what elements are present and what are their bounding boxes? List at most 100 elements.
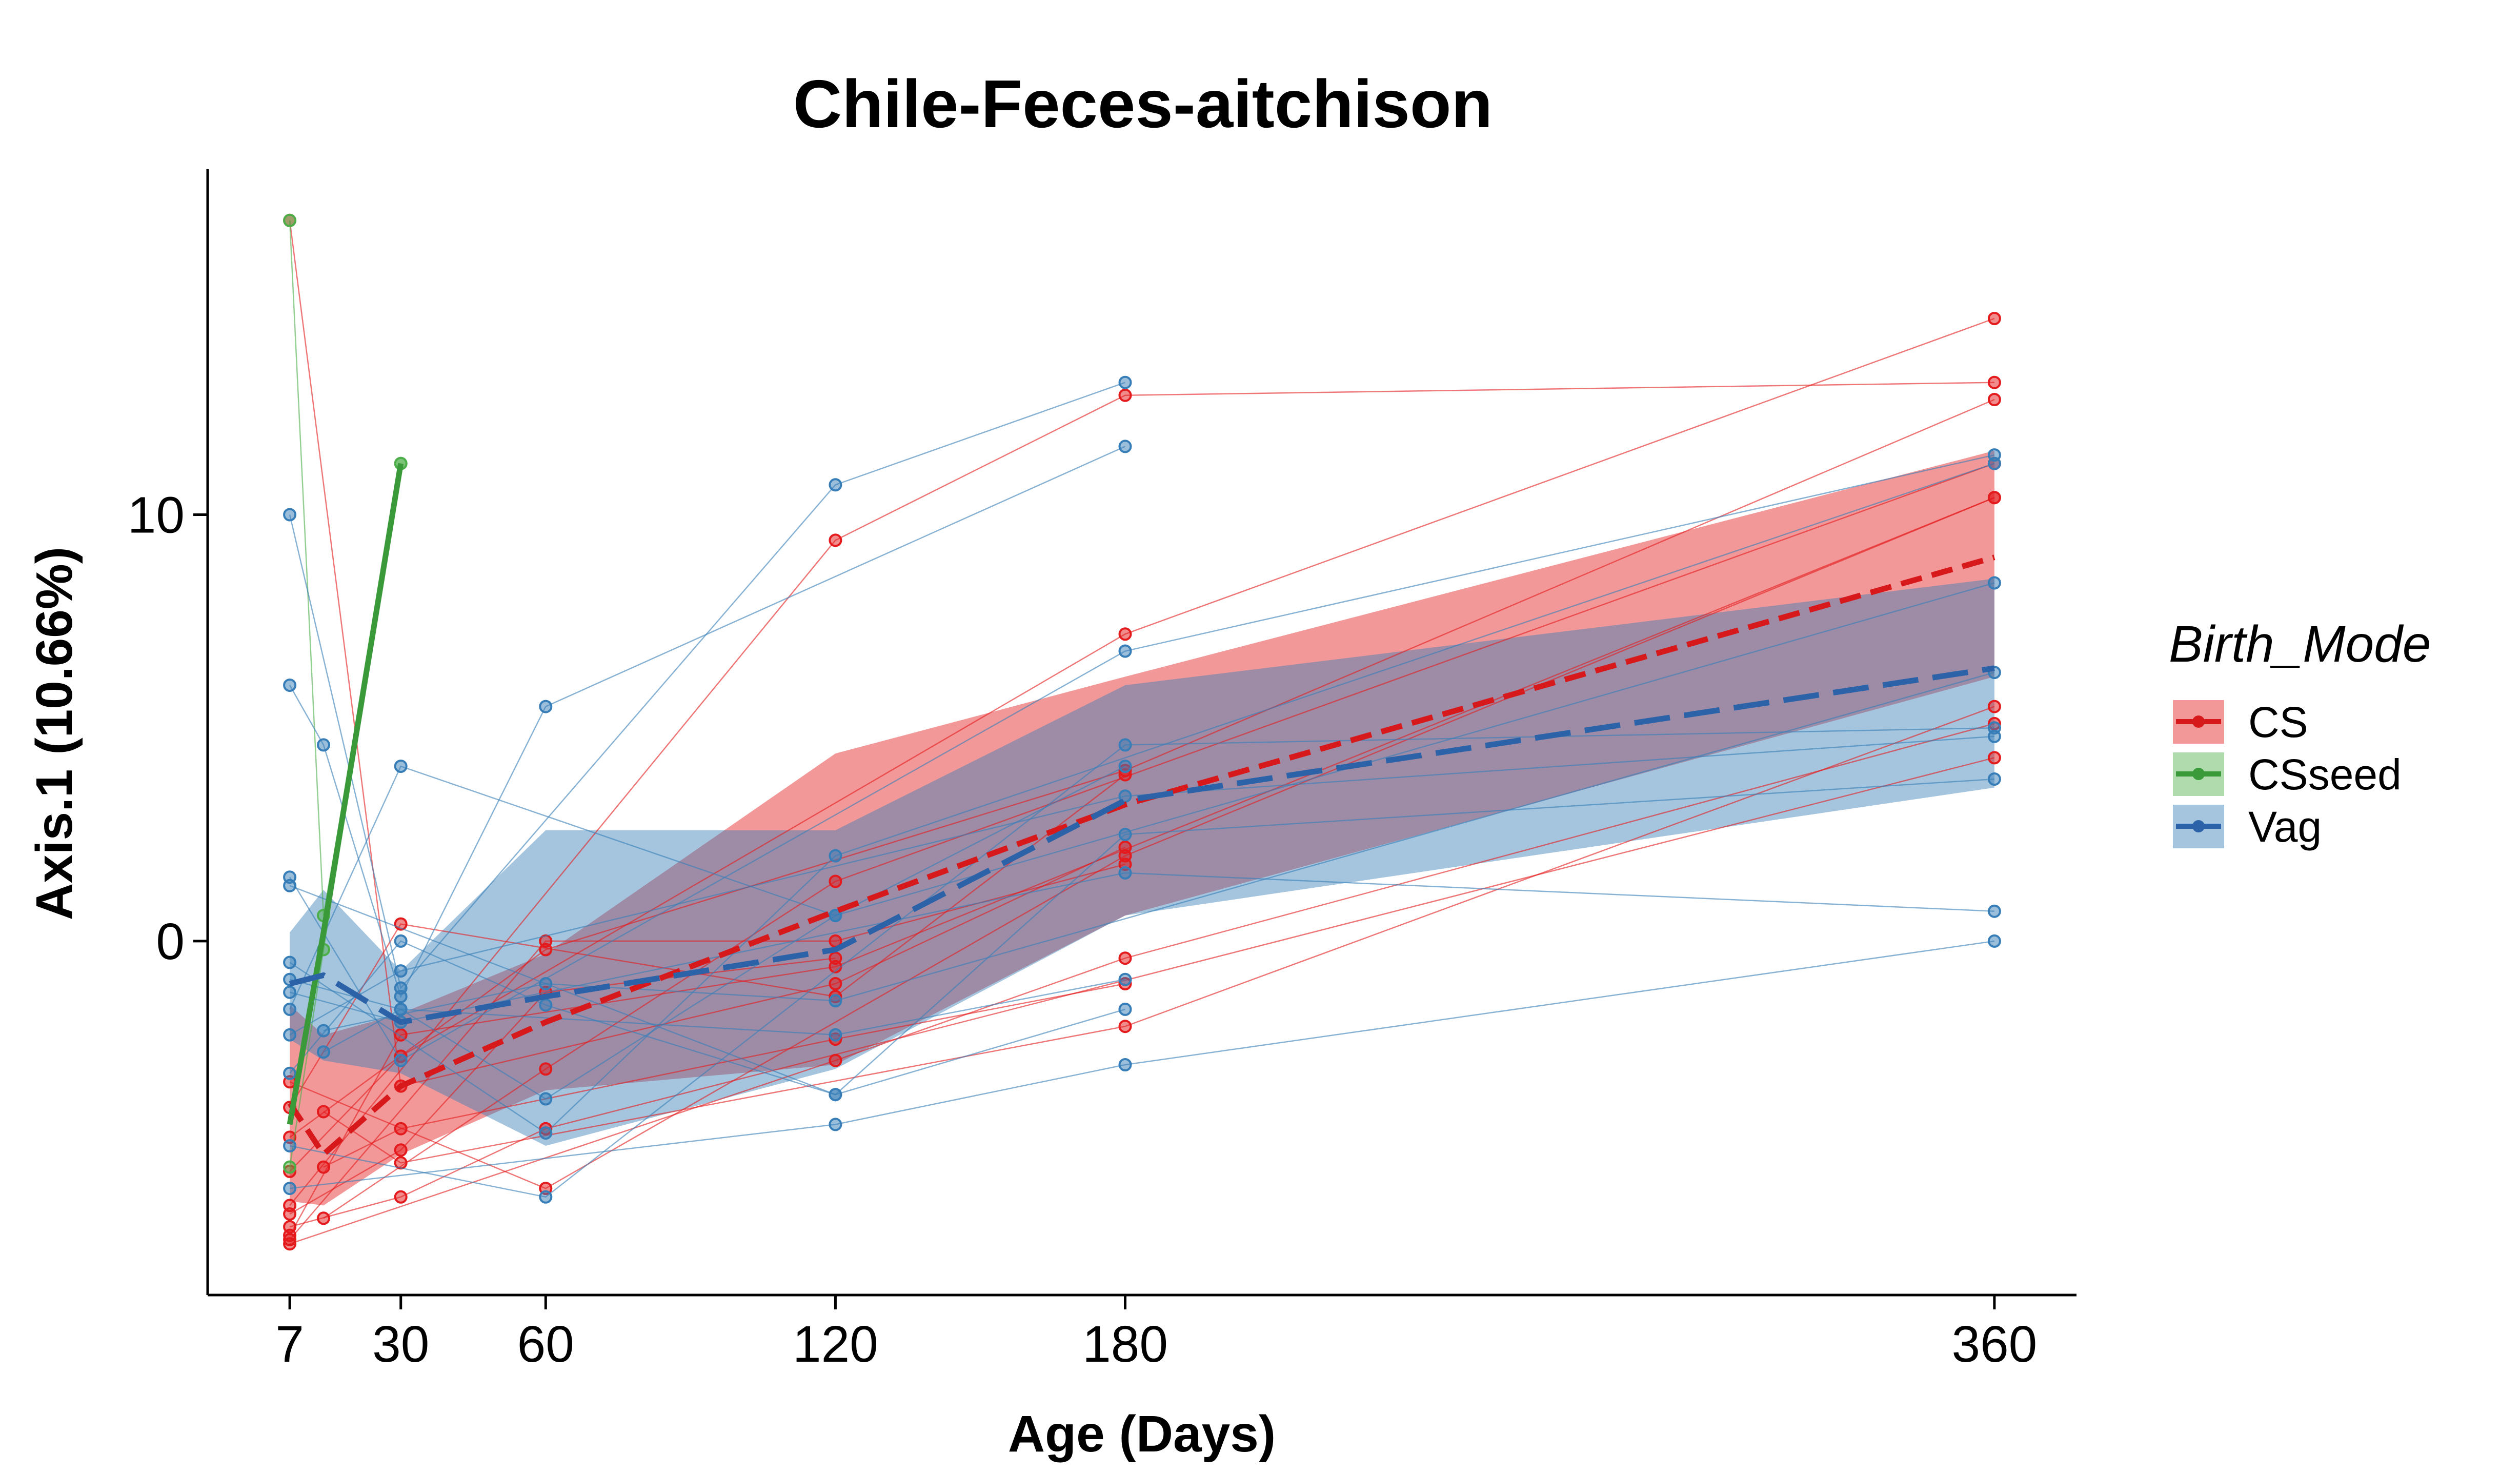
legend-item-cs: CS (2173, 698, 2308, 746)
data-point-vag (283, 879, 297, 892)
data-point-cs (283, 1220, 297, 1233)
data-point-csseed (283, 1160, 297, 1174)
y-axis-title: Axis.1 (10.66%) (26, 547, 83, 920)
data-point-vag (283, 1066, 297, 1080)
subject-line-vag (289, 582, 1995, 1010)
mean-line-csseed (287, 463, 404, 1125)
data-point-vag (1118, 866, 1132, 880)
legend-label-csseed: CSseed (2248, 750, 2402, 799)
data-point-vag (283, 956, 297, 969)
x-tick-label: 7 (275, 1316, 304, 1373)
data-point-vag (1987, 729, 2001, 743)
data-point-vag (394, 760, 408, 773)
data-point-cs (829, 951, 842, 965)
data-point-cs (1987, 312, 2001, 325)
subject-line-cs (289, 317, 1995, 1172)
data-point-cs (1987, 375, 2001, 389)
data-point-vag (829, 1088, 842, 1102)
data-point-vag (283, 508, 297, 522)
data-point-cs (317, 1105, 330, 1119)
ribbon-vag (290, 579, 1994, 1146)
data-point-vag (539, 1190, 553, 1204)
subject-line-cs (289, 723, 1995, 1245)
data-point-vag (829, 909, 842, 922)
data-point-vag (1987, 772, 2001, 786)
data-point-cs (539, 1062, 553, 1076)
data-point-csseed (283, 213, 297, 227)
subject-lines (283, 213, 2001, 1251)
data-point-vag (394, 1002, 408, 1016)
subject-line-vag (289, 979, 1125, 1036)
data-point-vag (829, 1028, 842, 1042)
subject-line-cs (289, 497, 1995, 1236)
subject-line-vag (323, 671, 1995, 1031)
data-point-vag (317, 1045, 330, 1059)
subject-line-vag (289, 463, 1995, 1134)
data-point-vag (283, 1002, 297, 1016)
data-point-vag (829, 994, 842, 1008)
data-point-vag (283, 679, 297, 692)
subject-line-vag (289, 382, 1125, 990)
legend-item-csseed: CSseed (2173, 750, 2402, 799)
data-point-cs (1118, 1020, 1132, 1033)
legend-title: Birth_Mode (2169, 615, 2431, 673)
mean-line-vag (289, 665, 1995, 1025)
x-axis-ticks: 7 30 60 120 180 360 (275, 1295, 2037, 1373)
data-point-vag (829, 849, 842, 863)
data-point-cs (1987, 393, 2001, 406)
data-point-vag (394, 934, 408, 948)
plot-area (283, 213, 2001, 1251)
data-point-vag (1118, 440, 1132, 453)
data-point-cs (829, 874, 842, 888)
legend-key-point (2192, 820, 2205, 832)
data-point-cs (829, 1053, 842, 1067)
data-point-vag (1118, 644, 1132, 658)
subject-line-vag (289, 454, 1995, 1062)
subject-line-vag (289, 735, 1994, 1036)
data-point-vag (317, 1024, 330, 1038)
subject-line-vag (289, 778, 1994, 1096)
data-point-cs (283, 1207, 297, 1221)
mean-lines (287, 463, 1995, 1158)
subject-line-cs (289, 497, 1995, 1189)
data-point-vag (283, 1139, 297, 1152)
data-point-vag (539, 1092, 553, 1106)
data-point-cs (1118, 388, 1132, 402)
data-point-cs (283, 1232, 297, 1246)
data-point-vag (1987, 456, 2001, 470)
data-point-vag (394, 964, 408, 978)
data-point-vag (1118, 1002, 1132, 1016)
subject-line-cs (323, 706, 1995, 1164)
data-point-vag (283, 1182, 297, 1196)
data-point-vag (283, 1028, 297, 1042)
chart-title: Chile-Feces-aitchison (793, 66, 1493, 142)
subject-line-cs (323, 983, 1125, 1168)
data-point-cs (394, 1143, 408, 1157)
data-point-cs (394, 1190, 408, 1204)
legend-item-vag: Vag (2173, 803, 2322, 851)
data-point-vag (829, 1118, 842, 1131)
data-point-vag (394, 990, 408, 1003)
data-point-vag (1987, 904, 2001, 918)
data-point-vag (1987, 934, 2001, 948)
data-point-cs (317, 1160, 330, 1174)
data-point-cs (1118, 841, 1132, 854)
legend-label-cs: CS (2248, 698, 2308, 746)
data-point-vag (539, 1126, 553, 1140)
data-point-cs (1987, 700, 2001, 713)
data-point-vag (1118, 828, 1132, 841)
data-point-cs (1987, 491, 2001, 505)
legend-key-point (2192, 715, 2205, 728)
data-point-vag (1118, 738, 1132, 752)
data-point-vag (1118, 375, 1132, 389)
data-point-vag (394, 1053, 408, 1067)
data-point-vag (539, 998, 553, 1012)
x-tick-label: 360 (1951, 1316, 2037, 1373)
data-point-vag (1118, 1058, 1132, 1071)
data-point-vag (829, 478, 842, 492)
data-point-vag (317, 738, 330, 752)
data-point-cs (394, 1122, 408, 1136)
y-tick-label: 0 (156, 913, 185, 970)
